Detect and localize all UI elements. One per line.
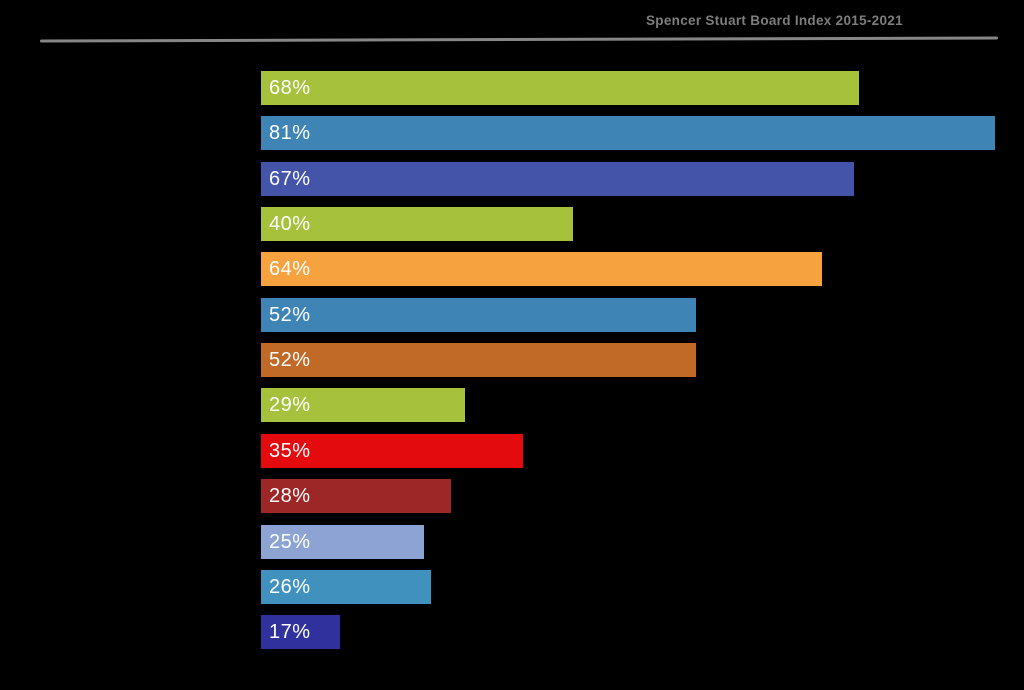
bar-value-label: 40%: [269, 213, 311, 235]
bar: 52%: [261, 343, 696, 377]
bar-value-label: 64%: [269, 258, 311, 280]
bar: 26%: [261, 570, 431, 604]
bar-value-label: 26%: [269, 576, 311, 598]
bar-value-label: 29%: [269, 394, 311, 416]
bar-value-label: 52%: [269, 349, 311, 371]
header-divider-line: [39, 36, 999, 43]
bar: 29%: [261, 388, 465, 422]
bar-value-label: 17%: [269, 621, 311, 643]
bar: 40%: [261, 207, 573, 241]
bar: 25%: [261, 525, 424, 559]
bar: 68%: [261, 71, 859, 105]
bar-chart: 68% 81% 67% 40% 64% 52% 52% 29% 35% 28% 25% 26% 17%: [261, 71, 1024, 651]
bar: 67%: [261, 162, 854, 196]
chart-source-title: Spencer Stuart Board Index 2015-2021: [646, 13, 903, 28]
bar: 64%: [261, 252, 822, 286]
bar-value-label: 67%: [269, 168, 311, 190]
bar-value-label: 81%: [269, 122, 311, 144]
bar: 28%: [261, 479, 451, 513]
bar-value-label: 25%: [269, 531, 311, 553]
bar: 81%: [261, 116, 995, 150]
bar: 17%: [261, 615, 340, 649]
bar-value-label: 68%: [269, 77, 311, 99]
bar-value-label: 35%: [269, 440, 311, 462]
bar: 35%: [261, 434, 523, 468]
bar-value-label: 28%: [269, 485, 311, 507]
bar-value-label: 52%: [269, 304, 311, 326]
bar: 52%: [261, 298, 696, 332]
